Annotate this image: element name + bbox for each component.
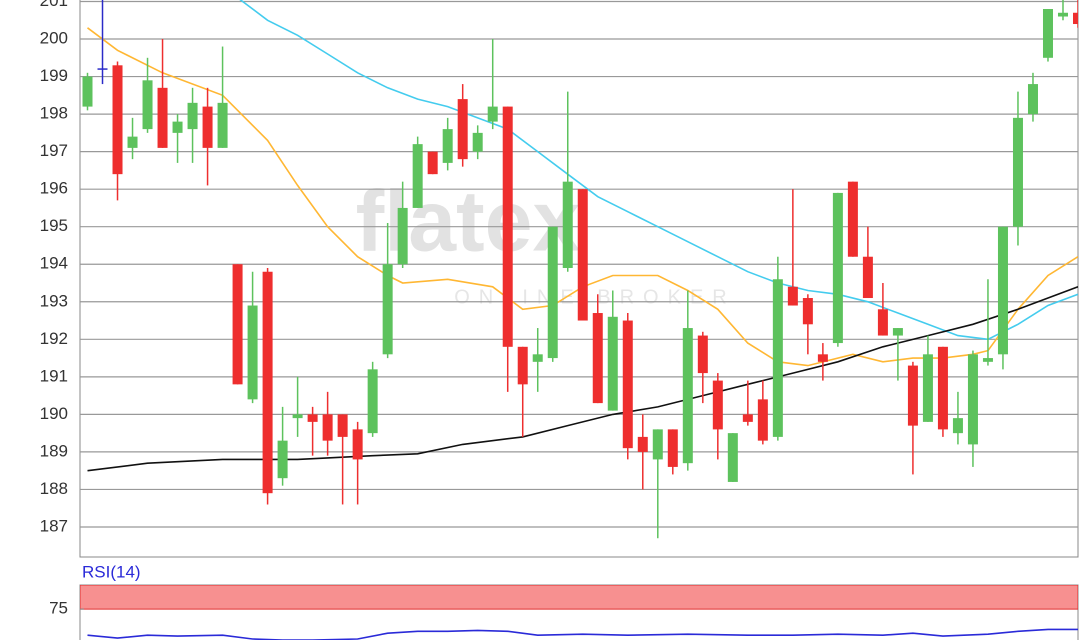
candle-body — [937, 346, 948, 430]
candle-body — [952, 418, 963, 434]
overbought-band — [80, 585, 1078, 610]
moving-average — [239, 0, 1078, 341]
candle-body — [727, 433, 738, 482]
candle-body — [637, 436, 648, 452]
candle-body — [397, 207, 408, 265]
candle-body — [1057, 12, 1068, 17]
candle-body — [142, 80, 153, 130]
candle-body — [787, 286, 798, 306]
candle-body — [982, 358, 993, 362]
rsi-plot — [80, 585, 1078, 640]
candle-body — [757, 399, 768, 441]
candle-body — [292, 414, 303, 419]
candle-body — [457, 99, 468, 160]
watermark: flatex — [356, 174, 581, 270]
y-tick-label: 195 — [40, 216, 68, 235]
rsi-tick-label: 75 — [49, 599, 68, 618]
candle-body — [832, 192, 843, 344]
y-tick-label: 196 — [40, 179, 68, 198]
candle-body — [742, 414, 753, 422]
candle-body — [307, 414, 318, 422]
candle-body — [1012, 117, 1023, 227]
candle-body — [592, 313, 603, 404]
candle-body — [1027, 84, 1038, 115]
main-plot — [80, 0, 1078, 539]
candle-body — [652, 429, 663, 460]
candle-body — [622, 320, 633, 449]
candle-body — [202, 106, 213, 148]
candle-body — [82, 76, 93, 107]
y-tick-label: 190 — [40, 404, 68, 423]
candle-body — [847, 181, 858, 257]
y-tick-label: 197 — [40, 141, 68, 160]
candle-body — [667, 429, 678, 467]
candle-body — [907, 365, 918, 426]
candle-body — [772, 279, 783, 437]
candle-body — [517, 346, 528, 385]
y-tick-label: 192 — [40, 329, 68, 348]
candle-body — [217, 102, 228, 148]
y-tick-label: 191 — [40, 366, 68, 385]
candle-body — [877, 309, 888, 336]
candle-body — [157, 87, 168, 148]
candle-body — [337, 414, 348, 437]
candle-body — [562, 181, 573, 268]
candle-body — [892, 328, 903, 336]
y-tick-label: 194 — [40, 254, 68, 273]
candle-body — [997, 226, 1008, 355]
candle-body — [862, 256, 873, 299]
y-tick-label: 201 — [40, 0, 68, 10]
candle-body — [487, 106, 498, 122]
candle-body — [367, 369, 378, 434]
moving-average — [87, 286, 1078, 472]
y-tick-label: 187 — [40, 516, 68, 535]
candle-body — [1073, 12, 1078, 25]
candle-body — [577, 189, 588, 321]
candle-body — [1042, 9, 1053, 58]
rsi-line — [87, 628, 1078, 640]
candle-body — [547, 226, 558, 359]
candle-body — [232, 264, 243, 385]
candle-body — [247, 305, 258, 400]
y-tick-label: 199 — [40, 66, 68, 85]
candle-body — [922, 354, 933, 422]
candle-body — [187, 102, 198, 130]
candle-body — [967, 354, 978, 445]
y-tick-label: 188 — [40, 479, 68, 498]
candle-body — [802, 298, 813, 325]
candle-body — [442, 129, 453, 163]
candle-body — [712, 380, 723, 430]
candle-body — [697, 335, 708, 374]
candle-body — [427, 151, 438, 175]
axes: 187 188 189 190 191 192 193 194 195 196 197 198 199 2… — [40, 0, 68, 618]
candle-body — [322, 414, 333, 441]
candle-body — [382, 264, 393, 355]
candle-body — [532, 354, 543, 362]
candle-body — [472, 132, 483, 152]
y-tick-label: 198 — [40, 104, 68, 123]
candle-body — [412, 144, 423, 208]
candle-body — [682, 328, 693, 464]
candle-body — [262, 271, 273, 494]
y-tick-label: 200 — [40, 29, 68, 48]
candle-body — [112, 65, 123, 175]
watermark-sub: ONLINE BROKER — [454, 286, 735, 308]
candle-body — [502, 106, 513, 347]
candle-body — [817, 354, 828, 362]
candle-body — [607, 316, 618, 411]
candle-body — [127, 136, 138, 148]
rsi-title: RSI(14) — [82, 562, 141, 581]
candle-body — [352, 429, 363, 460]
candle-body — [172, 121, 183, 133]
y-tick-label: 189 — [40, 441, 68, 460]
y-tick-label: 193 — [40, 291, 68, 310]
candle-body — [277, 440, 288, 479]
